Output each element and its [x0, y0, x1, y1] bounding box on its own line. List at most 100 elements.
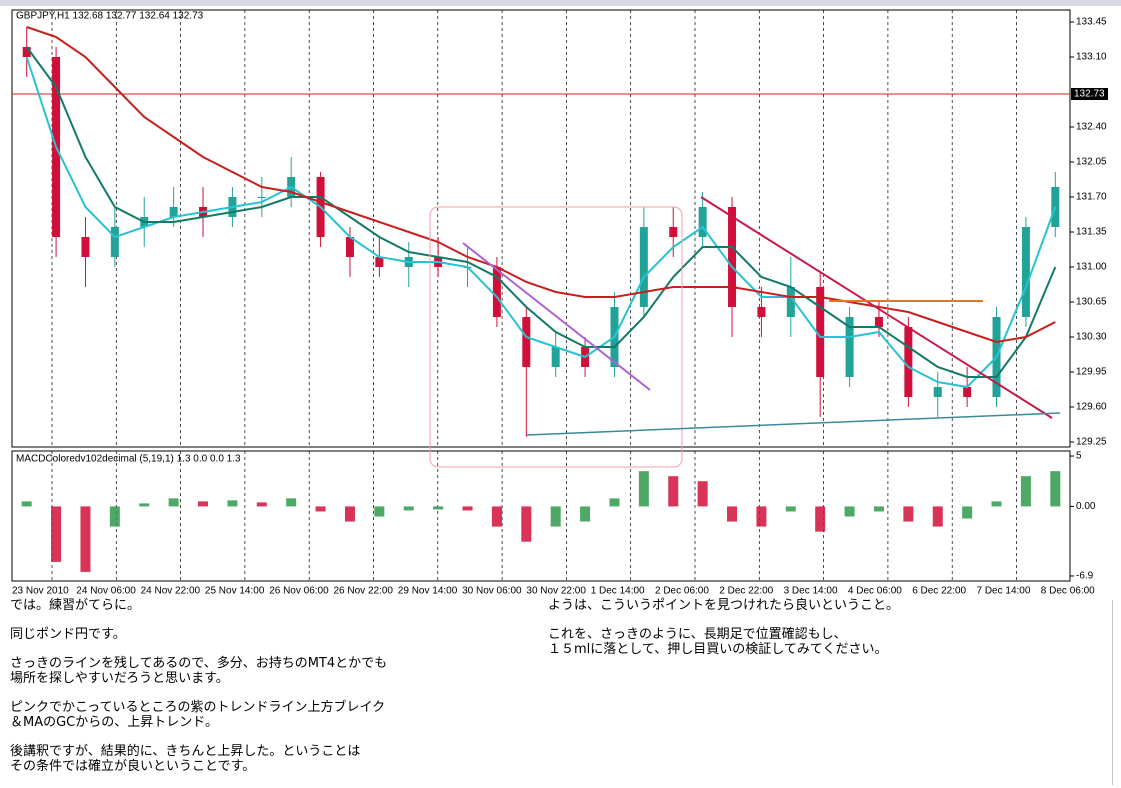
price-label-box [1071, 88, 1108, 100]
purple-trendline [462, 242, 651, 391]
support-line [526, 412, 1061, 436]
histogram-bar [521, 506, 532, 542]
moving-average [25, 46, 1057, 378]
histogram-bar [844, 506, 855, 517]
candle-body [757, 307, 766, 317]
x-tick-label: 30 Nov 22:00 [526, 586, 586, 597]
note-line: ＆MAのGCからの、上昇トレンド。 [10, 715, 219, 730]
x-tick-label: 29 Nov 14:00 [398, 586, 458, 597]
candle-body [492, 267, 501, 317]
histogram-bar [344, 506, 355, 522]
candle-body [639, 227, 648, 307]
x-tick-label: 23 Nov 2010 [12, 586, 69, 597]
paragraph: ようは、こういうポイントを見つけれたら良いということ。 [548, 598, 899, 613]
y-tick-label: 130.30 [1076, 332, 1107, 343]
histogram-bar [403, 506, 414, 511]
paragraph: では。練習がてらに。 [10, 598, 387, 613]
histogram-bar [256, 502, 267, 507]
y-tick-label: 5 [1076, 451, 1082, 462]
highlight-box [429, 206, 683, 468]
histogram-bar [638, 471, 649, 507]
histogram-bar [315, 506, 326, 512]
histogram-bar [51, 506, 62, 562]
y-tick-label: 131.00 [1076, 262, 1107, 273]
notes-left: では。練習がてらに。 同じポンド円です。 さっきのラインを残してあるので、多分、お持… [10, 598, 387, 788]
x-tick-label: 1 Dec 14:00 [591, 586, 645, 597]
note-line: ピンクでかこっているところの紫のトレンドライン上方ブレイク [10, 700, 386, 715]
y-tick-label: 0.00 [1076, 501, 1096, 512]
note-line: 同じポンド円です。 [10, 627, 126, 642]
note-line: 場所を探しやすいだろうと思います。 [10, 671, 229, 686]
histogram-bar [139, 503, 150, 507]
x-tick-label: 24 Nov 06:00 [76, 586, 136, 597]
price-panel [11, 9, 1071, 448]
candle-body [22, 47, 31, 57]
y-tick-label: 129.25 [1076, 437, 1107, 448]
indicator-panel [11, 450, 1071, 582]
x-tick-label: 30 Nov 06:00 [462, 586, 522, 597]
y-tick-label: 129.60 [1076, 402, 1107, 413]
histogram-bar [727, 506, 738, 522]
candle-body [963, 387, 972, 397]
histogram-bar [198, 501, 209, 507]
candle-body [522, 317, 531, 367]
time-grid [51, 10, 1017, 581]
histogram-bar [991, 501, 1002, 507]
candle-body [257, 197, 266, 198]
y-tick-label: 130.65 [1076, 297, 1107, 308]
note-line: ようは、こういうポイントを見つけれたら良いということ。 [548, 598, 900, 613]
histogram-bar [697, 481, 708, 507]
chart: GBPJPY,H1 132.68 132.77 132.64 132.73 MA… [0, 0, 1121, 597]
note-line: その条件では確立が良いということです。 [10, 759, 256, 774]
note-line: 後講釈ですが、結果的に、きちんと上昇した。ということは [10, 744, 361, 759]
crimson-trendline [700, 196, 1053, 419]
histogram-bar [873, 506, 884, 512]
scrollbar-edge [1112, 600, 1113, 785]
histogram-bar [550, 506, 561, 527]
histogram-bar [1050, 471, 1061, 507]
moving-average [26, 26, 1056, 344]
x-tick-label: 8 Dec 06:00 [1041, 586, 1095, 597]
moving-average [25, 56, 1057, 389]
note-line: では。練習がてらに。 [10, 598, 141, 613]
histogram-bar [374, 506, 385, 517]
candle-body [169, 207, 178, 217]
histogram-bar [668, 476, 679, 507]
histogram-bar [109, 506, 120, 527]
paragraph: 同じポンド円です。 [10, 627, 387, 642]
x-tick-label: 2 Dec 06:00 [655, 586, 709, 597]
histogram-bar [21, 501, 32, 507]
notes-right: ようは、こういうポイントを見つけれたら良いということ。 これを、さっきのように、長… [548, 598, 899, 671]
histogram-bar [815, 506, 826, 532]
histogram-bar [227, 500, 238, 507]
y-tick-label: 131.35 [1076, 227, 1107, 238]
histogram-bar [433, 506, 444, 510]
histogram-bar [491, 506, 502, 527]
note-line: これを、さっきのように、長期足で位置確認もし、 [548, 627, 847, 642]
candle-body [933, 387, 942, 397]
x-tick-label: 26 Nov 06:00 [269, 586, 329, 597]
y-tick-label: 129.95 [1076, 367, 1107, 378]
x-tick-label: 26 Nov 22:00 [334, 586, 394, 597]
candle-body [1021, 227, 1030, 317]
chart-title: GBPJPY,H1 132.68 132.77 132.64 132.73 [16, 11, 204, 22]
candle-body [110, 227, 119, 257]
y-tick-label: 133.10 [1076, 52, 1107, 63]
x-tick-label: 3 Dec 14:00 [784, 586, 838, 597]
histogram-bar [168, 498, 179, 507]
x-tick-label: 4 Dec 06:00 [848, 586, 902, 597]
histogram-bar [580, 506, 591, 522]
candle-body [728, 207, 737, 307]
candle-body [375, 257, 384, 267]
indicator-title: MACDColoredv102decimal (5,19,1) 1.3 0.0 … [16, 454, 241, 465]
candle-body [816, 287, 825, 377]
candle-body [698, 207, 707, 237]
x-tick-label: 7 Dec 14:00 [977, 586, 1031, 597]
x-tick-label: 24 Nov 22:00 [141, 586, 201, 597]
note-line: １５mlに落として、押し目買いの検証してみてください。 [548, 642, 888, 657]
y-tick-label: 132.05 [1076, 157, 1107, 168]
candle-body [786, 287, 795, 317]
histogram-bar [932, 506, 943, 527]
price-label: 132.73 [1074, 89, 1105, 100]
histogram-bar [286, 498, 297, 507]
